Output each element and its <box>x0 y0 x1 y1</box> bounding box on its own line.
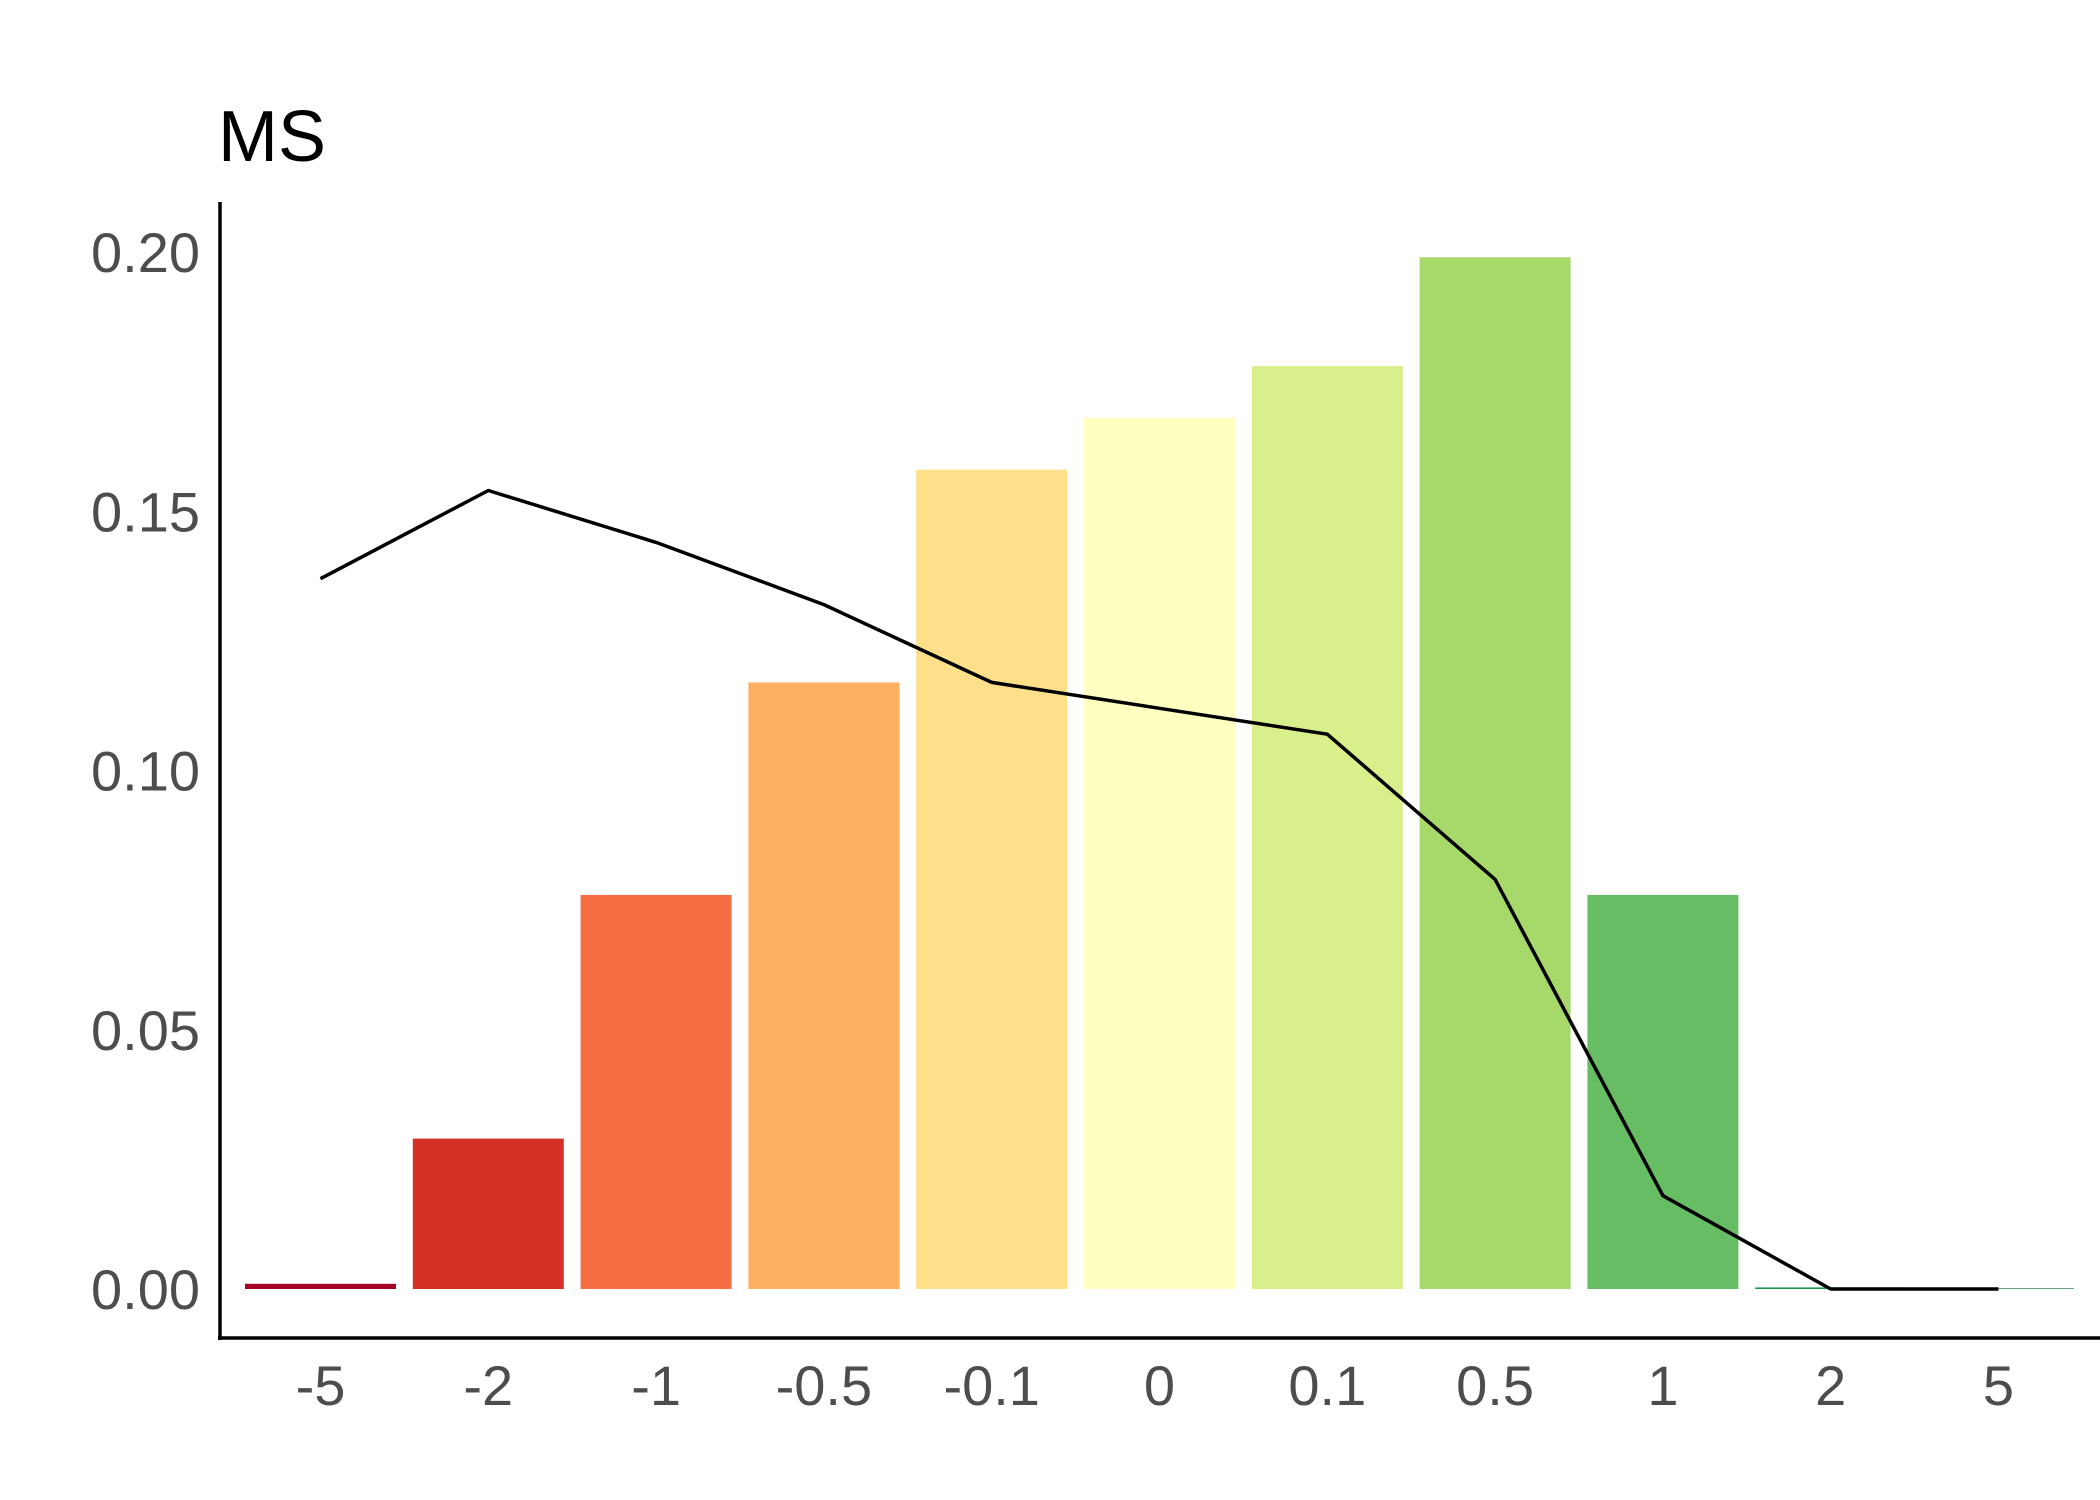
bar--5 <box>245 1283 396 1289</box>
y-tick-label: 0.00 <box>91 1258 200 1321</box>
y-tick-label: 0.05 <box>91 999 200 1062</box>
y-axis-ticks: 0.00 0.05 0.10 0.15 0.20 <box>91 221 200 1321</box>
x-tick-label: 0 <box>1144 1354 1175 1417</box>
bar--0.1 <box>916 469 1068 1289</box>
bar--0.5 <box>748 682 900 1289</box>
x-tick-label: 1 <box>1647 1354 1678 1417</box>
y-tick-label: 0.15 <box>91 480 200 543</box>
x-tick-label: 0.1 <box>1288 1354 1366 1417</box>
x-tick-label: 0.5 <box>1456 1354 1534 1417</box>
x-tick-label: 5 <box>1983 1354 2014 1417</box>
bar--2 <box>412 1138 564 1289</box>
x-axis-ticks: -5 -2 -1 -0.5 -0.1 0 0.1 0.5 1 2 5 <box>296 1354 2014 1417</box>
bar-1 <box>1587 894 1739 1289</box>
y-tick-label: 0.20 <box>91 221 200 284</box>
x-tick-label: -0.5 <box>776 1354 873 1417</box>
x-tick-label: -1 <box>631 1354 681 1417</box>
chart-title: MS <box>218 97 326 177</box>
x-tick-label: -0.1 <box>943 1354 1040 1417</box>
x-tick-label: -5 <box>296 1354 346 1417</box>
y-tick-label: 0.10 <box>91 740 200 803</box>
line-layer <box>319 488 1999 1291</box>
line-series <box>319 488 1999 1291</box>
bar-0.5 <box>1419 257 1571 1290</box>
bar-0.1 <box>1251 366 1403 1290</box>
bar--1 <box>580 894 732 1289</box>
x-tick-label: -2 <box>463 1354 513 1417</box>
x-tick-label: 2 <box>1815 1354 1846 1417</box>
bars <box>245 257 2074 1290</box>
bar-0 <box>1084 417 1235 1289</box>
